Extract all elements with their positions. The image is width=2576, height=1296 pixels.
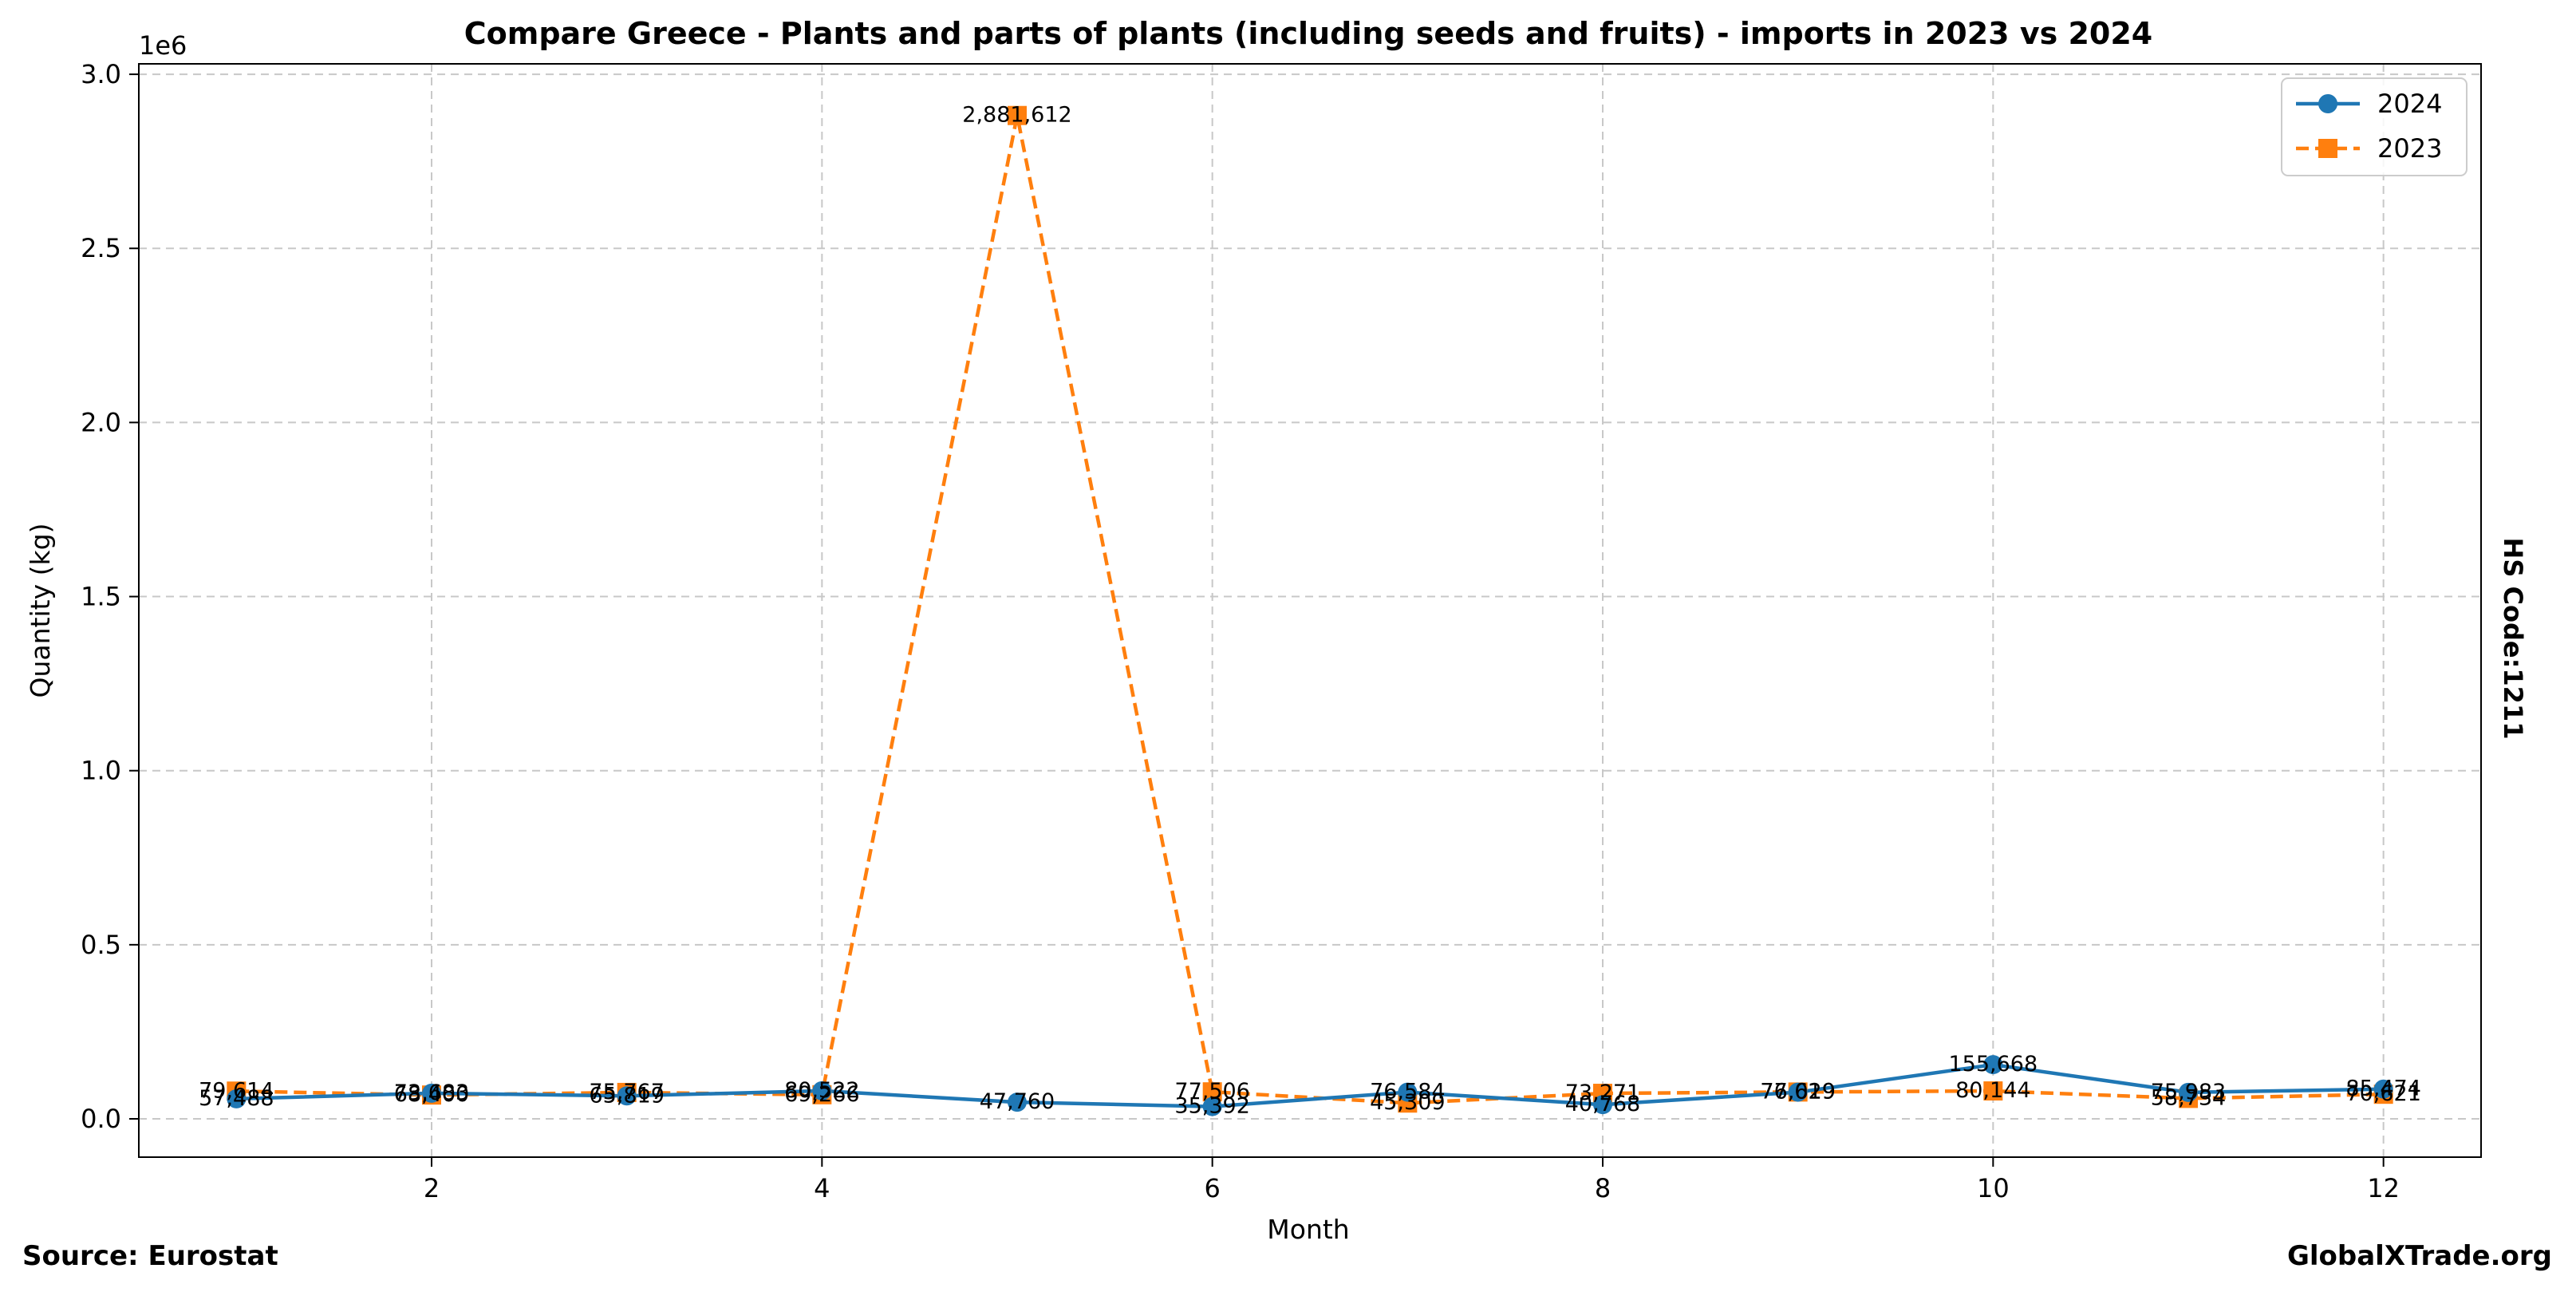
x-axis-ticks: 2 4 6 8 10 12 <box>424 1157 2400 1203</box>
x-tick-label: 4 <box>814 1173 830 1203</box>
legend: 2024 2023 <box>2281 77 2468 176</box>
data-label-2024: 80,522 <box>784 1078 859 1103</box>
data-label-2023: 2,881,612 <box>962 103 1071 128</box>
data-label-2024: 73,683 <box>394 1081 469 1105</box>
series-line-2023 <box>236 115 2384 1105</box>
marker-2024 <box>1202 1096 1222 1116</box>
x-axis-label: Month <box>1267 1214 1349 1245</box>
marker-2024 <box>1593 1095 1612 1115</box>
marker-2024 <box>617 1086 637 1106</box>
marker-2024 <box>1788 1082 1808 1102</box>
y-tick-label: 2.5 <box>81 233 121 263</box>
marker-2024 <box>1008 1093 1027 1112</box>
x-tick-label: 8 <box>1595 1173 1611 1203</box>
marker-2024 <box>1398 1082 1418 1102</box>
x-tick-label: 10 <box>1977 1173 2010 1203</box>
data-label-2023: 58,734 <box>2151 1085 2226 1110</box>
site-label: GlobalXTrade.org <box>2286 1240 2552 1272</box>
y-axis-label: Quantity (kg) <box>25 524 56 698</box>
data-label-2024: 75,983 <box>2151 1080 2226 1104</box>
hs-code-label: HS Code:1211 <box>2498 537 2528 740</box>
data-label-2023: 70,621 <box>2345 1081 2420 1106</box>
y-axis-scale-label: 1e6 <box>139 30 187 61</box>
data-label-2024: 35,392 <box>1174 1094 1249 1119</box>
grid-lines <box>139 64 2481 1157</box>
legend-marker-2024 <box>2318 94 2337 113</box>
chart-title: Compare Greece - Plants and parts of pla… <box>464 16 2152 51</box>
data-label-2024: 40,768 <box>1565 1092 1640 1116</box>
marker-2024 <box>2179 1082 2198 1102</box>
y-tick-label: 0.0 <box>81 1104 121 1134</box>
marker-2024 <box>422 1083 441 1103</box>
y-tick-label: 3.0 <box>81 59 121 89</box>
marker-2023 <box>1008 105 1027 125</box>
x-tick-label: 2 <box>424 1173 440 1203</box>
data-label-2024: 76,629 <box>1760 1080 1835 1104</box>
legend-label-2024: 2024 <box>2377 89 2442 119</box>
data-label-2023: 75,767 <box>589 1080 664 1104</box>
legend-label-2023: 2023 <box>2377 133 2442 164</box>
y-tick-label: 1.0 <box>81 756 121 786</box>
legend-marker-2023 <box>2318 139 2337 158</box>
data-label-2023: 77,506 <box>1174 1079 1249 1104</box>
marker-2024 <box>2373 1079 2393 1099</box>
data-label-2024: 155,668 <box>1949 1052 2038 1077</box>
y-tick-label: 0.5 <box>81 930 121 960</box>
data-label-2024: 65,819 <box>589 1083 664 1108</box>
data-labels: 79,614 68,400 75,767 69,266 2,881,612 77,506 4… <box>199 103 2421 1119</box>
data-label-2023: 68,400 <box>394 1082 469 1107</box>
data-label-2024: 85,474 <box>2345 1077 2420 1101</box>
source-label: Source: Eurostat <box>22 1240 278 1272</box>
data-markers <box>227 105 2393 1116</box>
marker-2024 <box>812 1081 832 1100</box>
marker-2024 <box>1983 1055 2003 1075</box>
plot-frame <box>138 63 2482 1158</box>
data-label-2023: 73,271 <box>1565 1081 1640 1105</box>
data-label-2023: 80,144 <box>1955 1078 2030 1103</box>
x-tick-label: 6 <box>1204 1173 1220 1203</box>
data-label-2024: 76,584 <box>1370 1080 1445 1104</box>
marker-2024 <box>227 1089 247 1108</box>
data-label-2023: 45,309 <box>1370 1090 1445 1115</box>
data-label-2024: 47,760 <box>980 1089 1055 1114</box>
y-tick-label: 2.0 <box>81 407 121 437</box>
data-label-2023: 77,019 <box>1760 1079 1835 1104</box>
series-lines <box>236 115 2384 1108</box>
marker-2023 <box>1983 1081 2003 1101</box>
data-label-2024: 57,488 <box>199 1086 274 1111</box>
x-tick-label: 12 <box>2367 1173 2400 1203</box>
y-tick-label: 1.5 <box>81 582 121 612</box>
y-axis-ticks: 0.0 0.5 1.0 1.5 2.0 2.5 3.0 <box>81 59 139 1134</box>
series-line-2024 <box>236 1062 2384 1108</box>
data-label-2023: 79,614 <box>199 1078 274 1103</box>
data-label-2023: 69,266 <box>784 1082 859 1107</box>
